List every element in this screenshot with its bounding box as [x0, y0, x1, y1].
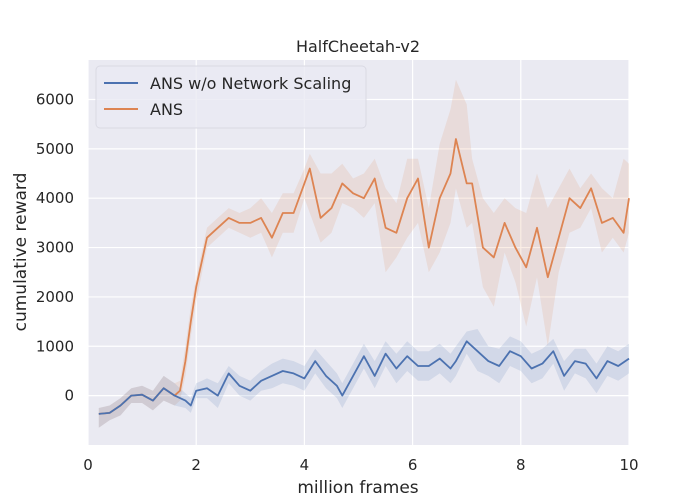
- y-tick-label: 4000: [36, 189, 74, 207]
- chart-title: HalfCheetah-v2: [296, 37, 420, 56]
- x-tick-label: 6: [408, 456, 418, 474]
- y-tick-label: 2000: [36, 288, 74, 306]
- x-tick-label: 8: [516, 456, 526, 474]
- y-axis-label: cumulative reward: [11, 173, 31, 332]
- x-tick-labels: 0 2 4 6 8 10: [83, 456, 638, 474]
- x-axis-label: million frames: [297, 478, 418, 498]
- legend-label-ans: ANS: [150, 100, 183, 119]
- confidence-band-1: [98, 79, 630, 428]
- legend: ANS w/o Network Scaling ANS: [95, 65, 367, 129]
- x-tick-label: 4: [300, 456, 310, 474]
- legend-label-ans-wo-scaling: ANS w/o Network Scaling: [150, 74, 351, 93]
- series-lines: [98, 138, 630, 415]
- y-tick-label: 1000: [36, 337, 74, 355]
- x-tick-label: 2: [191, 456, 201, 474]
- x-tick-label: 10: [619, 456, 638, 474]
- y-tick-label: 3000: [36, 239, 74, 257]
- y-tick-label: 6000: [36, 90, 74, 108]
- confidence-bands: [98, 79, 630, 428]
- series-line-0: [98, 340, 630, 415]
- confidence-band-0: [98, 329, 630, 428]
- y-tick-label: 5000: [36, 140, 74, 158]
- y-tick-labels: 0 1000 2000 3000 4000 5000 6000: [36, 90, 74, 404]
- series-line-1: [98, 138, 630, 415]
- x-tick-label: 0: [83, 456, 93, 474]
- y-tick-label: 0: [64, 387, 74, 405]
- legend-box: [95, 65, 367, 129]
